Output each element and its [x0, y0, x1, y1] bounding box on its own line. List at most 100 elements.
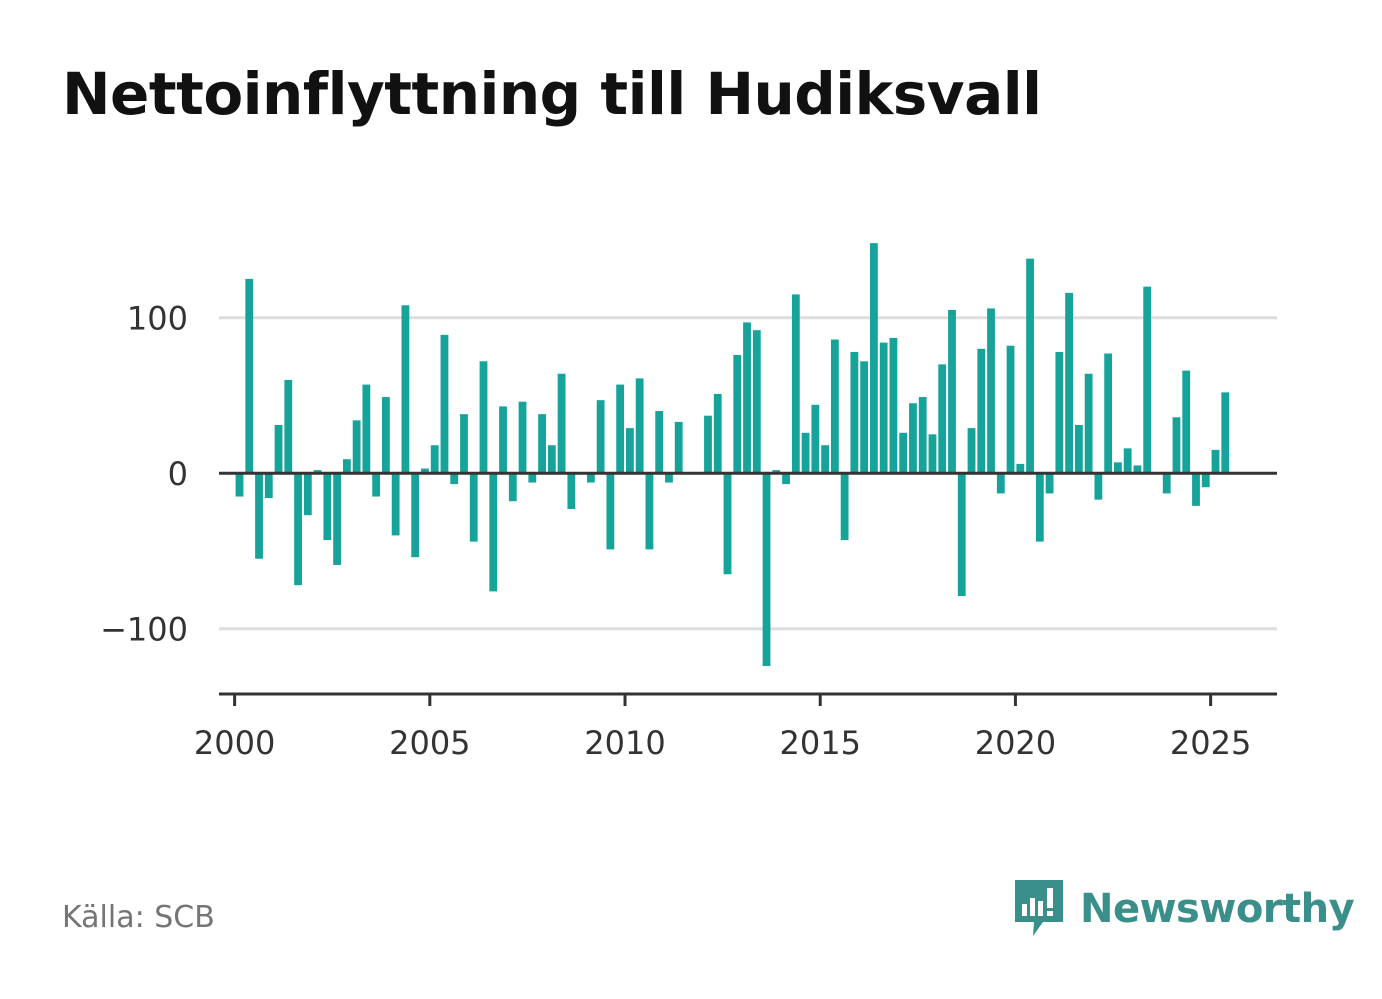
bar — [1201, 473, 1210, 488]
bar — [752, 330, 761, 474]
bar — [860, 361, 869, 474]
bar — [303, 473, 312, 516]
x-tick-label: 2020 — [975, 724, 1056, 762]
bar — [1094, 473, 1103, 500]
x-tick-label: 2000 — [194, 724, 275, 762]
newsworthy-logo-icon — [1015, 880, 1063, 936]
bar — [1114, 462, 1122, 474]
bar — [1133, 465, 1142, 474]
bar — [352, 420, 361, 474]
bar — [518, 401, 527, 474]
bar — [586, 473, 595, 483]
bar — [957, 473, 966, 597]
bar — [918, 397, 927, 474]
x-tick-label: 2005 — [389, 724, 470, 762]
bar — [1211, 449, 1220, 474]
bar — [850, 351, 859, 474]
bar — [879, 342, 888, 474]
bar — [743, 322, 751, 474]
bar — [255, 473, 263, 559]
bar — [323, 473, 332, 541]
bar — [909, 403, 917, 474]
bar — [499, 406, 507, 474]
x-tick-label: 2015 — [780, 724, 861, 762]
bar — [479, 361, 488, 474]
bar — [830, 339, 839, 474]
bar — [1084, 373, 1093, 474]
bar — [1143, 286, 1152, 474]
bar — [333, 473, 342, 565]
bar — [596, 400, 605, 474]
bar — [547, 445, 556, 474]
bar — [1065, 292, 1074, 474]
bar — [1182, 370, 1191, 474]
bar — [381, 397, 390, 474]
bar — [801, 432, 810, 474]
bar — [1026, 258, 1034, 474]
bar — [508, 473, 517, 502]
bar — [411, 473, 420, 558]
bar — [645, 473, 654, 550]
bar — [616, 384, 625, 474]
bar — [1172, 417, 1181, 474]
bar — [391, 473, 400, 536]
bar — [1045, 473, 1054, 494]
bar — [362, 384, 371, 474]
bar — [665, 473, 673, 483]
bar — [450, 473, 459, 485]
bar — [762, 473, 771, 667]
bar — [782, 473, 790, 485]
bar — [811, 404, 820, 474]
chart-title: Nettoinflyttning till Hudiksvall — [62, 60, 1042, 128]
x-tick-label: 2010 — [584, 724, 665, 762]
bar — [723, 473, 732, 575]
bar — [421, 468, 429, 474]
bar — [635, 378, 644, 474]
bar — [840, 473, 849, 541]
bar — [284, 379, 293, 474]
bars — [235, 243, 1230, 667]
bar — [713, 393, 722, 474]
bar — [977, 348, 986, 474]
bar — [1123, 448, 1132, 474]
bar — [772, 470, 781, 474]
bar — [655, 411, 664, 474]
x-tick-label: 2025 — [1170, 724, 1251, 762]
bar — [1192, 473, 1200, 506]
source-label: Källa: SCB — [62, 900, 215, 935]
bar — [372, 473, 381, 497]
bar — [606, 473, 615, 550]
bar — [889, 337, 898, 474]
bar — [440, 334, 449, 474]
bar — [625, 428, 634, 474]
bar — [1162, 473, 1171, 494]
bar — [274, 425, 283, 474]
bar — [987, 308, 995, 474]
bar — [870, 243, 878, 474]
y-tick-label: 0 — [168, 455, 188, 493]
bar — [469, 473, 478, 542]
bar — [1016, 463, 1025, 474]
bar — [460, 414, 468, 474]
bar — [567, 473, 576, 509]
bar — [557, 373, 566, 474]
bar — [1221, 392, 1230, 474]
y-tick-label: 100 — [127, 300, 188, 338]
bar — [235, 473, 244, 497]
bar — [294, 473, 302, 586]
newsworthy-brand: Newsworthy — [1012, 878, 1355, 940]
brand-name: Newsworthy — [1080, 886, 1355, 932]
bar — [704, 415, 712, 474]
bar — [1104, 353, 1113, 474]
bar — [1006, 345, 1015, 474]
gridlines — [219, 316, 1277, 631]
bar — [401, 305, 410, 474]
bar — [264, 473, 273, 499]
bar — [899, 432, 908, 474]
bar — [821, 445, 830, 474]
bar — [948, 309, 956, 474]
bar — [733, 355, 742, 474]
bar — [245, 278, 254, 474]
y-tick-label: −100 — [100, 611, 188, 649]
